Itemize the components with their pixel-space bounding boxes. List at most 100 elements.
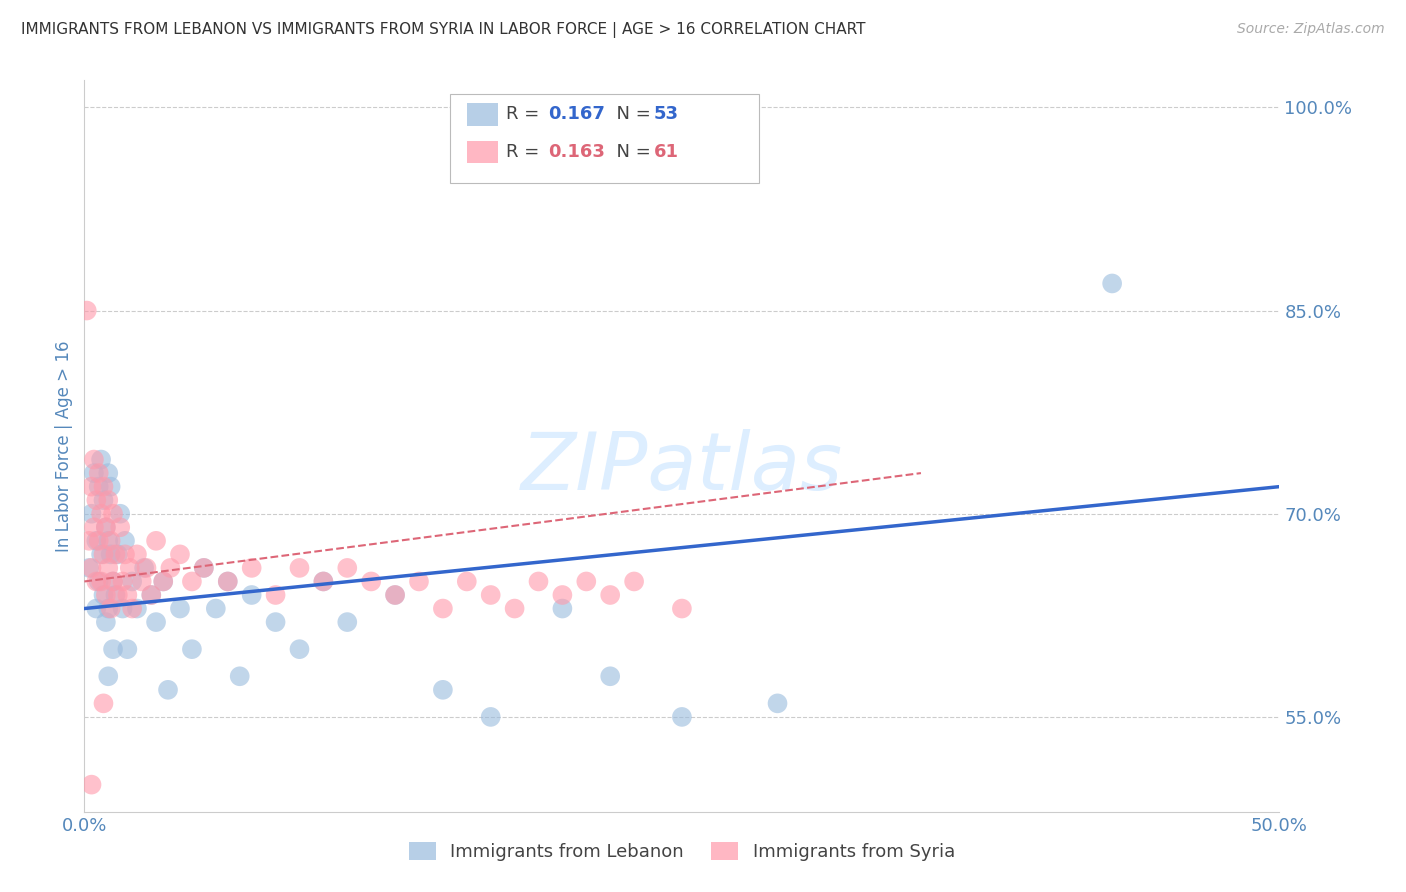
Point xyxy=(87,466,110,480)
Text: Source: ZipAtlas.com: Source: ZipAtlas.com xyxy=(1237,22,1385,37)
Point xyxy=(141,588,163,602)
Point xyxy=(205,601,228,615)
Text: ZIPatlas: ZIPatlas xyxy=(520,429,844,507)
Point xyxy=(193,561,215,575)
Point xyxy=(97,493,120,508)
Point xyxy=(93,493,115,508)
Point xyxy=(83,466,105,480)
Point xyxy=(152,574,174,589)
Y-axis label: In Labor Force | Age > 16: In Labor Force | Age > 16 xyxy=(55,340,73,552)
Point xyxy=(90,574,112,589)
Point xyxy=(145,615,167,629)
Point xyxy=(100,601,122,615)
Point xyxy=(336,561,359,575)
Point xyxy=(100,480,122,494)
Point xyxy=(169,601,191,615)
Point xyxy=(77,561,100,575)
Point xyxy=(157,682,180,697)
Point xyxy=(76,303,98,318)
Point xyxy=(87,574,110,589)
Point xyxy=(107,588,129,602)
Text: N =: N = xyxy=(605,105,657,123)
Point xyxy=(94,520,117,534)
Point xyxy=(117,642,139,657)
Point xyxy=(240,561,263,575)
Point xyxy=(336,615,359,629)
Text: R =: R = xyxy=(506,105,546,123)
Point xyxy=(551,601,574,615)
Point xyxy=(599,588,621,602)
Point xyxy=(671,601,693,615)
Point xyxy=(152,574,174,589)
Point xyxy=(114,533,136,548)
Point xyxy=(408,574,430,589)
Point xyxy=(94,588,117,602)
Point xyxy=(193,561,215,575)
Point xyxy=(117,588,139,602)
Point xyxy=(80,561,103,575)
Point xyxy=(240,588,263,602)
Point xyxy=(80,507,103,521)
Point xyxy=(107,547,129,561)
Point xyxy=(131,574,153,589)
Point xyxy=(101,574,124,589)
Point xyxy=(135,561,157,575)
Point xyxy=(93,547,115,561)
Text: 61: 61 xyxy=(654,143,679,161)
Point xyxy=(111,601,134,615)
Point xyxy=(86,574,108,589)
Point xyxy=(432,601,454,615)
Point xyxy=(169,547,191,561)
Point xyxy=(86,493,108,508)
Point xyxy=(479,710,502,724)
Point xyxy=(87,480,110,494)
Point xyxy=(97,669,120,683)
Point xyxy=(181,574,204,589)
Point xyxy=(97,561,120,575)
Point xyxy=(97,533,120,548)
Point xyxy=(766,697,789,711)
Point xyxy=(97,601,120,615)
Point xyxy=(80,778,103,792)
Point xyxy=(145,533,167,548)
Point xyxy=(132,561,156,575)
Point xyxy=(77,533,100,548)
Legend: Immigrants from Lebanon, Immigrants from Syria: Immigrants from Lebanon, Immigrants from… xyxy=(402,835,962,869)
Point xyxy=(479,588,502,602)
Text: 53: 53 xyxy=(654,105,679,123)
Point xyxy=(86,533,108,548)
Point xyxy=(90,507,112,521)
Point xyxy=(101,642,124,657)
Point xyxy=(118,561,141,575)
Point xyxy=(101,507,124,521)
Point xyxy=(623,574,645,589)
Point xyxy=(217,574,239,589)
Point xyxy=(159,561,181,575)
Point xyxy=(83,520,105,534)
Point xyxy=(217,574,239,589)
Point xyxy=(110,520,132,534)
Point xyxy=(312,574,335,589)
Point xyxy=(264,588,287,602)
Point xyxy=(141,588,163,602)
Point xyxy=(93,480,115,494)
Point xyxy=(94,615,117,629)
Point xyxy=(181,642,204,657)
Point xyxy=(1101,277,1123,291)
Point xyxy=(80,480,103,494)
Point xyxy=(312,574,335,589)
Point xyxy=(100,547,122,561)
Point xyxy=(432,682,454,697)
Point xyxy=(125,547,148,561)
Point xyxy=(288,642,311,657)
Point xyxy=(121,601,143,615)
Point xyxy=(384,588,406,602)
Point xyxy=(97,466,120,480)
Point xyxy=(456,574,478,589)
Point xyxy=(599,669,621,683)
Point xyxy=(90,547,112,561)
Text: N =: N = xyxy=(605,143,657,161)
Point xyxy=(104,588,127,602)
Point xyxy=(93,697,115,711)
Text: 0.163: 0.163 xyxy=(548,143,605,161)
